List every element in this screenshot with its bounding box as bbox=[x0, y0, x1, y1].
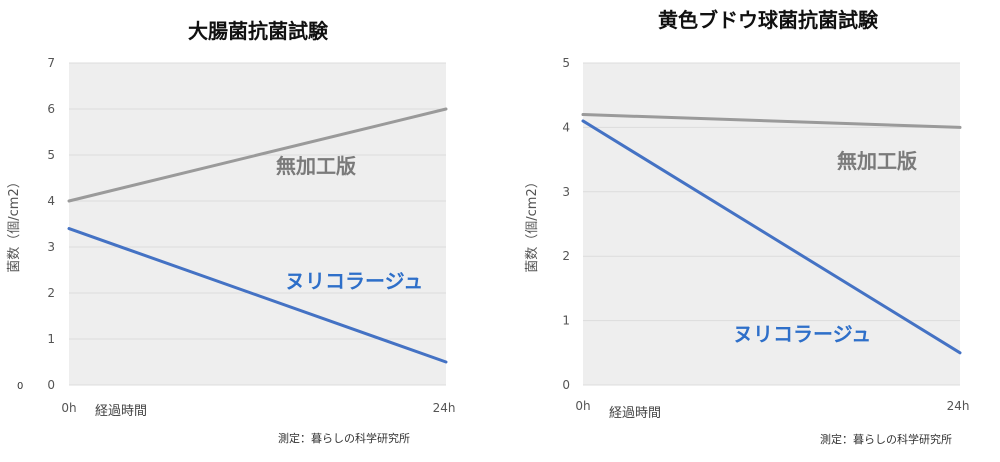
series-line-untreated bbox=[581, 113, 962, 129]
y-tick-label: 2 bbox=[47, 286, 55, 300]
plot-area bbox=[69, 63, 446, 385]
y-tick-label: 4 bbox=[562, 120, 570, 134]
y-tick-label: 5 bbox=[562, 56, 570, 70]
credit-text: 測定：暮らしの科学研究所 bbox=[820, 432, 952, 446]
label-nuricollage: ヌリコラージュ bbox=[733, 322, 871, 346]
credit-text: 測定：暮らしの科学研究所 bbox=[278, 431, 410, 445]
y-axis-label: 菌数（個/cm2） bbox=[525, 175, 540, 272]
y-ticks: 0 1 2 3 4 5 6 7 bbox=[47, 56, 55, 392]
x-tick-end: 24h bbox=[947, 399, 970, 413]
x-axis-label: 経過時間 bbox=[95, 404, 147, 419]
series-lines bbox=[581, 113, 962, 355]
y-tick-label: 1 bbox=[562, 314, 570, 328]
y-tick-label: 1 bbox=[47, 332, 55, 346]
x-tick-start: 0h bbox=[61, 401, 76, 415]
chart-staph: 黄色ブドウ球菌抗菌試験 菌数（個/cm2） 0 1 2 3 4 5 0h 24h 経過時間… bbox=[525, 8, 970, 446]
y-tick-label: 7 bbox=[47, 56, 55, 70]
stray-zero-label: 0 bbox=[17, 381, 24, 392]
y-tick-label: 0 bbox=[562, 378, 570, 392]
x-tick-start: 0h bbox=[575, 399, 590, 413]
series-line-nuricollage bbox=[67, 227, 448, 364]
y-tick-label: 3 bbox=[562, 185, 570, 199]
chart-ecoli: 大腸菌抗菌試験 菌数（個/cm2） 0 1 2 3 4 5 6 7 0h 24h 経過時間 無… bbox=[7, 19, 456, 445]
y-tick-label: 4 bbox=[47, 194, 55, 208]
x-axis-label: 経過時間 bbox=[609, 406, 661, 421]
chart-title: 黄色ブドウ球菌抗菌試験 bbox=[658, 8, 879, 32]
y-ticks: 0 1 2 3 4 5 bbox=[562, 56, 570, 392]
label-untreated: 無加工版 bbox=[837, 149, 917, 173]
chart-title: 大腸菌抗菌試験 bbox=[188, 19, 329, 43]
series-lines bbox=[67, 107, 448, 364]
series-line-untreated bbox=[67, 107, 448, 203]
label-untreated: 無加工版 bbox=[276, 154, 356, 178]
y-tick-label: 0 bbox=[47, 378, 55, 392]
y-tick-label: 2 bbox=[562, 249, 570, 263]
y-tick-label: 5 bbox=[47, 148, 55, 162]
label-nuricollage: ヌリコラージュ bbox=[285, 269, 423, 293]
y-tick-label: 3 bbox=[47, 240, 55, 254]
grid bbox=[583, 62, 960, 386]
y-tick-label: 6 bbox=[47, 102, 55, 116]
y-axis-label: 菌数（個/cm2） bbox=[7, 175, 22, 272]
series-line-nuricollage bbox=[581, 119, 962, 355]
x-tick-end: 24h bbox=[433, 401, 456, 415]
